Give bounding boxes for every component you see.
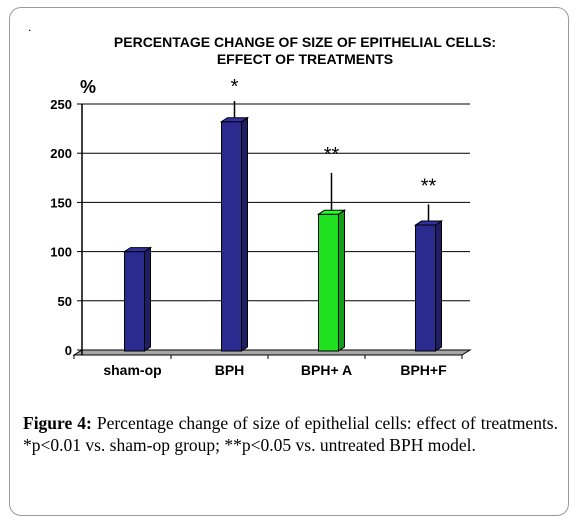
y-tick-label: 100 [50, 245, 72, 260]
chart-title-line-2: EFFECT OF TREATMENTS [217, 51, 393, 67]
figure-frame [9, 7, 569, 516]
bar-side [435, 220, 442, 352]
caption-label: Figure 4: [23, 413, 92, 433]
bar-top [219, 117, 250, 123]
bar [415, 224, 436, 352]
significance-marker: ** [324, 144, 340, 166]
bar-top [316, 209, 347, 215]
bar [124, 251, 145, 352]
bar-top [413, 220, 444, 226]
bar-side [144, 246, 151, 352]
y-tick-label: 250 [50, 97, 72, 112]
bar-side [338, 209, 345, 352]
y-tick-label: 0 [65, 343, 72, 358]
y-tick-label: 50 [58, 294, 72, 309]
corner-dot: . [28, 20, 31, 34]
caption-text: Percentage change of size of epithelial … [23, 413, 558, 455]
bar-side [241, 116, 248, 352]
bar [318, 213, 339, 352]
axes: 0 50 100 150 200 250 sham-op BPH BPH+ A BPH+F [50, 97, 463, 378]
x-tick-label: sham-op [103, 362, 161, 378]
y-tick-label: 200 [50, 146, 72, 161]
significance-marker: ** [421, 175, 437, 197]
x-tick-label: BPH+ A [301, 362, 352, 378]
y-tick-label: 150 [50, 195, 72, 210]
x-tick-label: BPH+F [400, 362, 447, 378]
figure-caption: Figure 4: Percentage change of size of e… [23, 412, 558, 456]
bar-top [122, 247, 153, 253]
y-axis-label: % [80, 77, 96, 97]
bars: ***** [122, 76, 444, 352]
x-tick-label: BPH [215, 362, 245, 378]
significance-marker: * [231, 76, 239, 98]
bar-chart: . PERCENTAGE CHANGE OF SIZE OF EPITHELIA… [28, 20, 496, 378]
bar [221, 121, 242, 352]
chart-title-line-1: PERCENTAGE CHANGE OF SIZE OF EPITHELIAL … [114, 34, 496, 50]
